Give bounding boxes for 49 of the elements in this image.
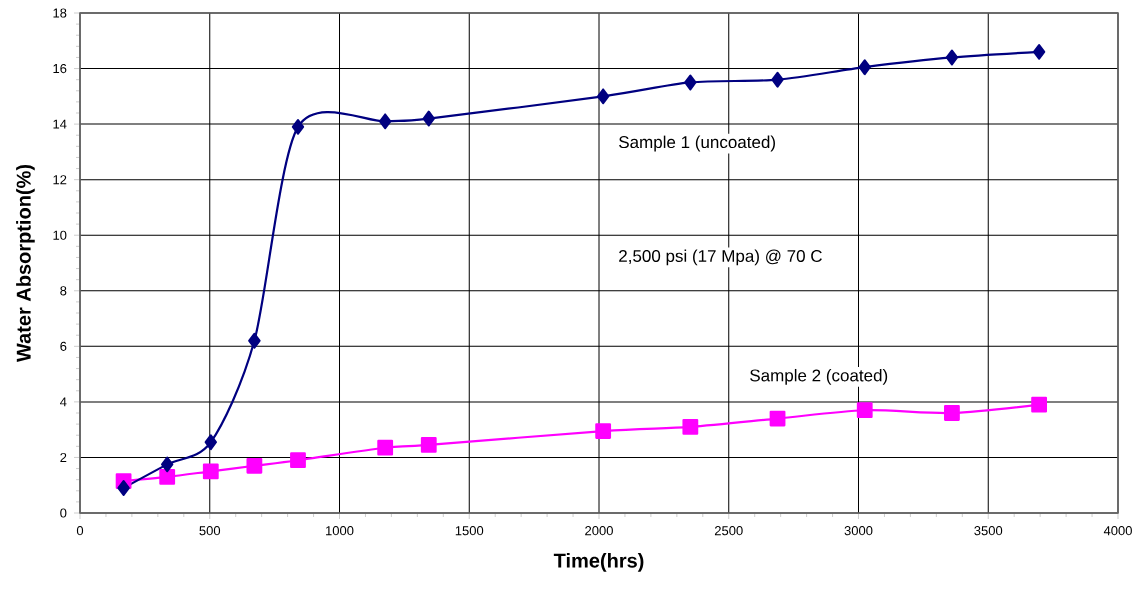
point bbox=[161, 456, 174, 473]
point bbox=[420, 437, 437, 453]
point bbox=[945, 49, 959, 66]
y-tick-label: 2 bbox=[60, 452, 67, 462]
text: Sample 1 (uncoated) bbox=[619, 135, 775, 152]
x-tick-label: 2000 bbox=[585, 526, 613, 536]
y-tick-label: 14 bbox=[53, 119, 67, 129]
point bbox=[596, 88, 610, 105]
point bbox=[422, 110, 435, 127]
point bbox=[769, 410, 786, 427]
point bbox=[856, 402, 873, 419]
point bbox=[291, 118, 305, 135]
point bbox=[159, 468, 176, 485]
point bbox=[246, 457, 263, 474]
x-tick-label: 2500 bbox=[714, 526, 743, 536]
x-tick-label: 0 bbox=[76, 526, 84, 536]
x-tick-label: 1500 bbox=[455, 526, 484, 536]
y-tick-label: 4 bbox=[60, 397, 67, 407]
point bbox=[1031, 396, 1048, 413]
point bbox=[858, 59, 871, 76]
y-tick-label: 10 bbox=[53, 230, 67, 240]
y-tick-label: 18 bbox=[53, 8, 67, 18]
y-tick-label: 12 bbox=[53, 175, 67, 185]
point bbox=[944, 405, 960, 421]
point bbox=[1032, 43, 1046, 60]
point bbox=[290, 452, 306, 469]
point bbox=[377, 439, 394, 456]
x-axis-title: Time(hrs) bbox=[553, 553, 644, 572]
point bbox=[771, 71, 784, 88]
point bbox=[204, 434, 217, 451]
point bbox=[248, 332, 261, 349]
point bbox=[595, 423, 612, 439]
x-tick-label: 3500 bbox=[974, 526, 1003, 536]
y-tick-label: 8 bbox=[60, 286, 67, 296]
x-tick-label: 4000 bbox=[1103, 526, 1132, 536]
annotation: 2,500 psi (17 Mpa) @ 70 C bbox=[619, 249, 822, 266]
y-axis-title: Water Absorption(%) bbox=[16, 164, 35, 363]
y-tick-label: 16 bbox=[53, 63, 67, 74]
x-tick-label: 3000 bbox=[844, 526, 873, 536]
x-tick-label: 1000 bbox=[326, 526, 354, 536]
y-tick-label: 0 bbox=[60, 508, 67, 518]
point bbox=[378, 113, 392, 130]
point bbox=[202, 463, 219, 480]
x-tick-label: 500 bbox=[199, 526, 221, 536]
point bbox=[682, 418, 699, 435]
y-tick-label: 6 bbox=[60, 341, 67, 351]
point bbox=[117, 480, 130, 496]
series-label: Sample 2 (coated) bbox=[750, 368, 888, 385]
point bbox=[684, 74, 697, 91]
